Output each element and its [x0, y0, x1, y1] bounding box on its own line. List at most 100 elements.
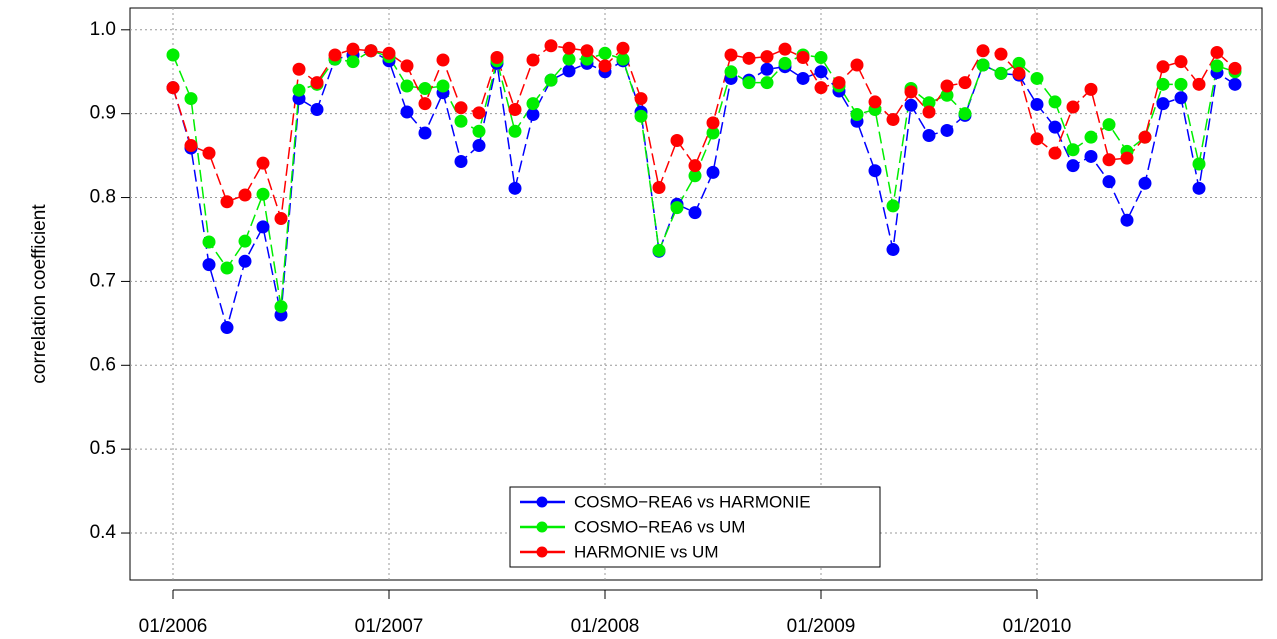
- data-point: [1192, 181, 1206, 195]
- data-point: [166, 48, 180, 62]
- data-point: [382, 46, 396, 60]
- data-point: [688, 159, 702, 173]
- data-point: [418, 97, 432, 111]
- data-point: [490, 50, 504, 64]
- data-point: [868, 164, 882, 178]
- data-point: [526, 97, 540, 111]
- data-point: [544, 39, 558, 53]
- data-point: [256, 187, 270, 201]
- data-point: [1138, 176, 1152, 190]
- data-point: [346, 42, 360, 56]
- data-point: [616, 52, 630, 66]
- data-point: [1192, 77, 1206, 91]
- data-point: [814, 81, 828, 95]
- data-point: [418, 126, 432, 140]
- data-point: [1030, 97, 1044, 111]
- data-point: [922, 128, 936, 142]
- data-point: [1102, 153, 1116, 167]
- data-point: [1174, 77, 1188, 91]
- data-point: [940, 79, 954, 93]
- data-point: [994, 66, 1008, 80]
- data-point: [1156, 97, 1170, 111]
- y-tick-label: 0.9: [90, 103, 116, 124]
- data-point: [1030, 71, 1044, 85]
- data-point: [238, 234, 252, 248]
- data-point: [184, 92, 198, 106]
- data-point: [184, 139, 198, 153]
- data-point: [1156, 60, 1170, 74]
- data-point: [472, 106, 486, 120]
- legend-marker: [536, 521, 548, 533]
- data-point: [886, 199, 900, 213]
- data-point: [562, 52, 576, 66]
- data-point: [652, 243, 666, 257]
- data-point: [706, 126, 720, 140]
- data-point: [652, 180, 666, 194]
- data-point: [274, 300, 288, 314]
- data-point: [1066, 100, 1080, 114]
- data-point: [760, 76, 774, 90]
- legend-box: [509, 486, 881, 568]
- data-point: [760, 50, 774, 64]
- data-point: [364, 44, 378, 58]
- data-point: [760, 62, 774, 76]
- data-point: [796, 50, 810, 64]
- data-point: [706, 165, 720, 179]
- y-tick-label: 1.0: [90, 19, 116, 40]
- data-point: [1210, 45, 1224, 59]
- data-point: [292, 83, 306, 97]
- data-point: [1192, 157, 1206, 171]
- data-point: [256, 220, 270, 234]
- x-tick-label: 01/2009: [787, 616, 856, 637]
- data-point: [310, 76, 324, 90]
- data-point: [580, 44, 594, 58]
- data-point: [724, 65, 738, 79]
- data-point: [976, 44, 990, 58]
- data-point: [598, 46, 612, 60]
- y-tick-label: 0.4: [90, 522, 117, 543]
- data-point: [1174, 91, 1188, 105]
- data-point: [562, 64, 576, 78]
- data-point: [166, 81, 180, 95]
- data-point: [1012, 66, 1026, 80]
- data-point: [742, 76, 756, 90]
- data-point: [1102, 118, 1116, 132]
- data-point: [202, 258, 216, 272]
- data-point: [1048, 95, 1062, 109]
- data-point: [202, 146, 216, 160]
- data-point: [670, 134, 684, 148]
- data-point: [1048, 146, 1062, 160]
- data-point: [796, 71, 810, 85]
- data-point: [220, 261, 234, 275]
- data-point: [994, 47, 1008, 61]
- data-point: [346, 55, 360, 69]
- data-point: [1228, 77, 1242, 91]
- x-tick-label: 01/2010: [1003, 616, 1072, 637]
- data-point: [850, 58, 864, 72]
- data-point: [814, 65, 828, 79]
- data-point: [472, 139, 486, 153]
- data-point: [1048, 120, 1062, 134]
- data-point: [454, 154, 468, 168]
- data-point: [400, 59, 414, 73]
- data-point: [256, 156, 270, 170]
- x-tick-label: 01/2008: [571, 616, 640, 637]
- data-point: [688, 169, 702, 183]
- data-point: [1102, 175, 1116, 189]
- data-point: [940, 123, 954, 137]
- series-line: [172, 49, 1236, 307]
- data-point: [418, 82, 432, 96]
- data-point: [742, 51, 756, 65]
- data-point: [472, 124, 486, 138]
- data-point: [220, 321, 234, 335]
- data-point: [976, 58, 990, 72]
- data-point: [1228, 61, 1242, 75]
- y-tick-label: 0.6: [90, 354, 116, 375]
- data-point: [634, 92, 648, 106]
- data-point: [904, 85, 918, 99]
- data-point: [1084, 130, 1098, 144]
- data-point: [526, 53, 540, 67]
- data-point: [274, 212, 288, 226]
- y-tick-label: 0.8: [90, 187, 116, 208]
